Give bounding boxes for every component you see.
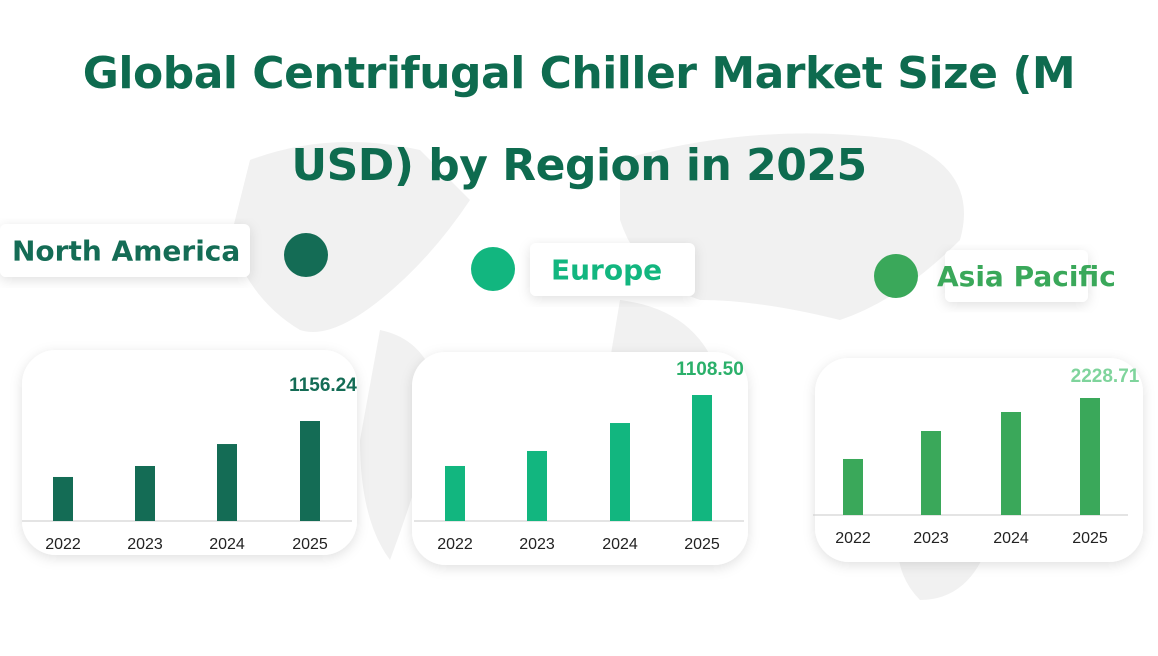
value-label: 2228.71 <box>1071 366 1140 387</box>
x-tick-label: 2025 <box>684 536 720 553</box>
bar <box>1001 412 1021 515</box>
chart-card <box>815 358 1143 562</box>
x-tick-label: 2022 <box>835 530 871 547</box>
region-label-box <box>530 243 695 296</box>
region-marker <box>471 247 515 291</box>
region-marker <box>874 254 918 298</box>
x-tick-label: 2022 <box>45 536 81 553</box>
value-label: 1156.24 <box>289 375 357 396</box>
bar <box>445 465 465 521</box>
bar <box>300 421 320 521</box>
x-tick-label: 2023 <box>913 530 949 547</box>
page-title: Global Centrifugal Chiller Market Size (… <box>82 48 1076 191</box>
x-tick-label: 2023 <box>519 536 555 553</box>
region-label-box <box>0 224 250 277</box>
bar <box>692 395 712 521</box>
value-label: 1108.50 <box>676 359 744 380</box>
bar <box>527 450 547 521</box>
bar <box>53 476 73 521</box>
region-label: North America <box>12 235 240 268</box>
x-tick-label: 2022 <box>437 536 473 553</box>
bar <box>921 431 941 515</box>
bar <box>843 458 863 515</box>
x-tick-label: 2025 <box>1072 530 1108 547</box>
x-tick-label: 2023 <box>127 536 163 553</box>
x-tick-label: 2024 <box>993 530 1029 547</box>
region-label-box <box>945 250 1088 302</box>
bar <box>135 465 155 521</box>
x-tick-label: 2024 <box>209 536 245 553</box>
region-marker <box>284 233 328 277</box>
bar <box>1080 398 1100 515</box>
x-tick-label: 2025 <box>292 536 328 553</box>
region-label: Europe <box>551 254 662 287</box>
bar <box>610 423 630 521</box>
chart-card <box>22 350 357 555</box>
region-label: Asia Pacific <box>937 260 1116 293</box>
bar <box>217 444 237 521</box>
chart-card <box>412 352 748 565</box>
x-tick-label: 2024 <box>602 536 638 553</box>
